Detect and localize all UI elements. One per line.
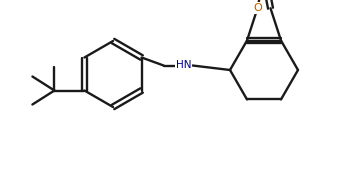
Text: HN: HN: [176, 61, 191, 70]
Text: O: O: [253, 3, 262, 13]
